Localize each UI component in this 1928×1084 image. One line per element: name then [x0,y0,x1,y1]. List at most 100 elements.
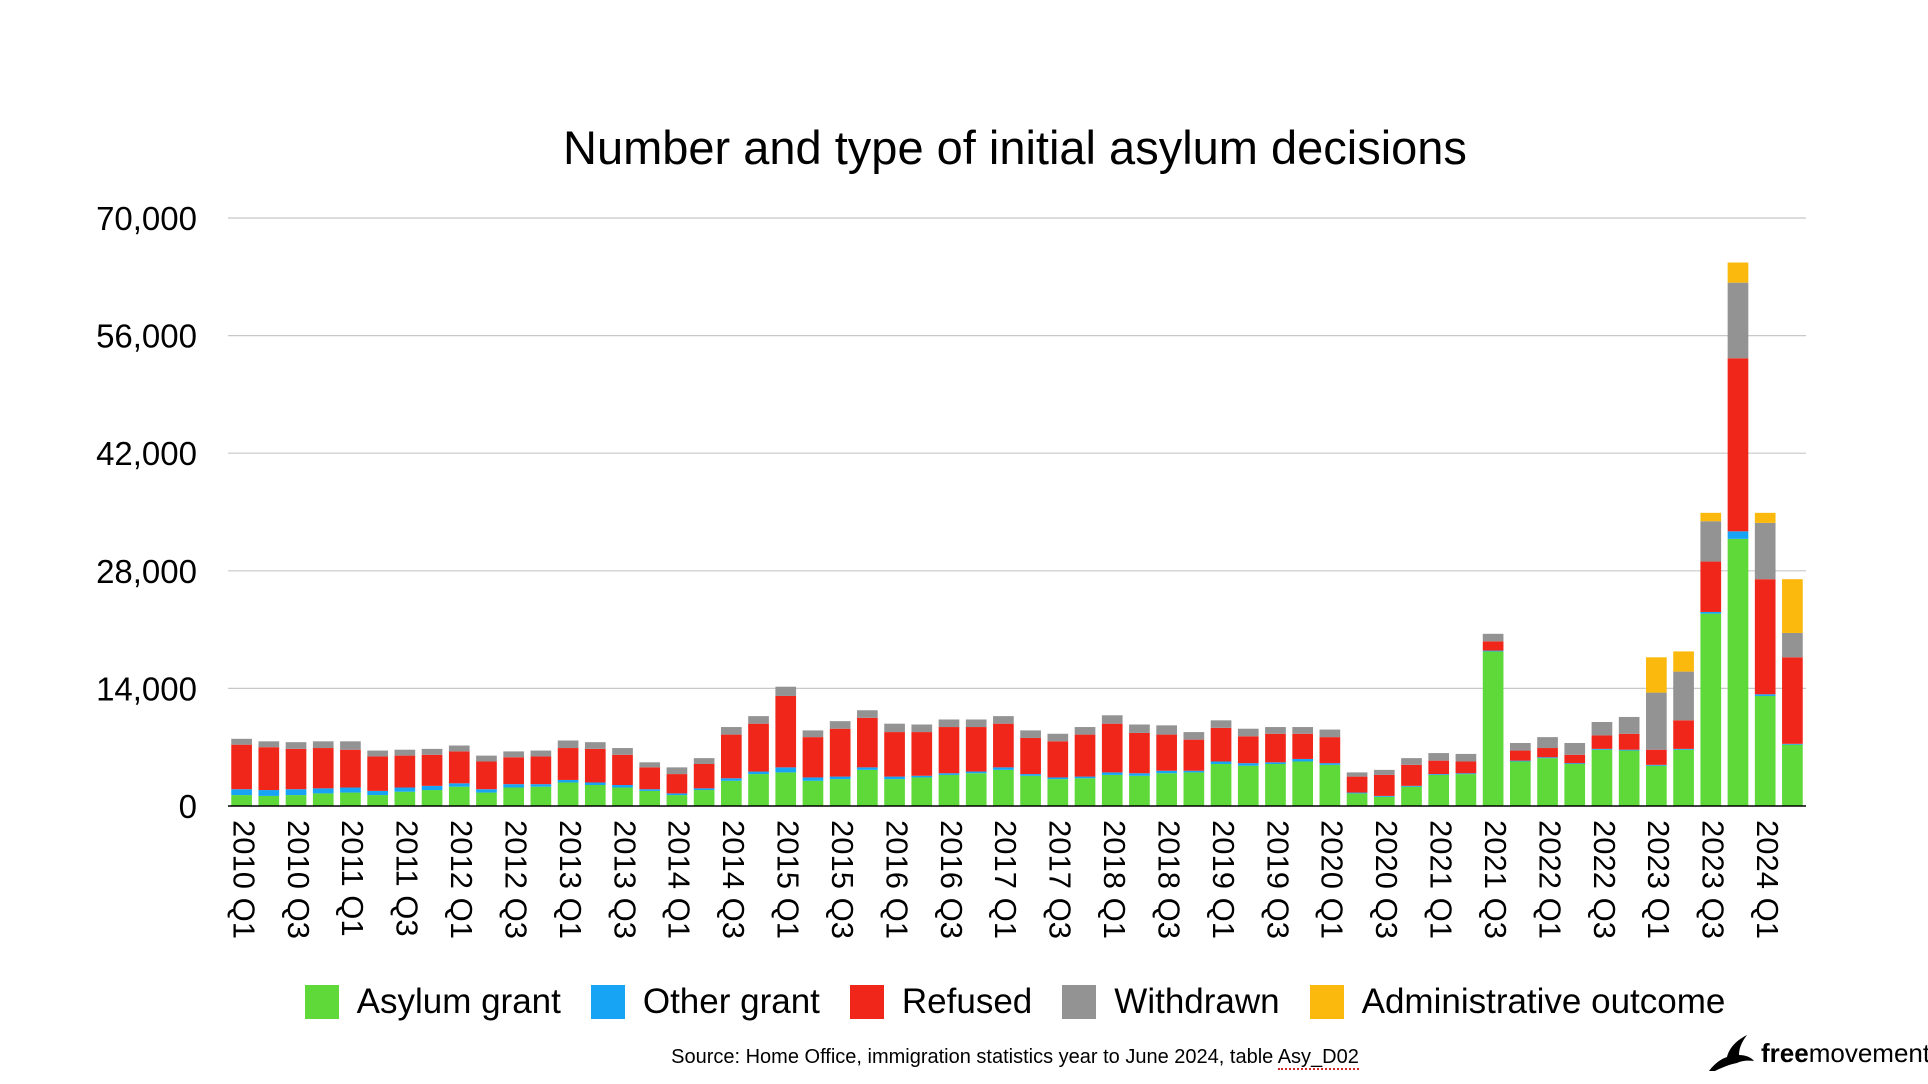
bar-segment-withdrawn [340,741,361,750]
bar-segment-other-grant [1591,748,1613,750]
bar-segment-refused [476,761,497,790]
bar-segment-refused [1156,734,1177,771]
x-tick-label: 2021 Q1 [1424,820,1459,939]
bar-segment-other-grant [312,788,334,794]
bar-segment-asylum-grant [1156,773,1177,806]
bar-segment-asylum-grant [231,795,252,806]
bar-segment-other-grant [965,771,987,774]
bar-segment-asylum-grant [1428,774,1450,806]
bar-segment-refused [1727,358,1749,532]
legend-label-refused: Refused [901,982,1033,1021]
bar-segment-other-grant [557,779,579,783]
x-tick-label: 2024 Q1 [1750,820,1785,939]
bar-segment-withdrawn [421,748,443,755]
bar-segment-other-grant [258,790,280,796]
bar-segment-other-grant [1782,743,1803,745]
bar-segment-asylum-grant [557,782,579,806]
bar-segment-refused [1101,723,1123,773]
bar-segment-withdrawn [1428,753,1450,761]
bar-segment-other-grant [1292,758,1314,762]
bar-segment-refused [1591,735,1613,749]
x-tick-label: 2014 Q1 [662,820,697,939]
bar-segment-refused [557,748,579,780]
source-note: Source: Home Office, immigration statist… [0,1046,1928,1070]
bar-segment-other-grant [693,788,715,791]
bar-segment-refused [1754,579,1776,695]
x-tick-label: 2020 Q3 [1369,820,1404,939]
bar-segment-other-grant [1101,772,1123,775]
bar-segment-asylum-grant [1754,695,1776,806]
x-tick-label: 2012 Q3 [498,820,533,939]
bar-segment-withdrawn [1700,521,1722,562]
bar-segment-withdrawn [448,745,470,752]
bar-segment-refused [530,756,552,785]
bar-segment-asylum-grant [1101,774,1123,806]
bar-segment-asylum-grant [938,774,960,806]
bar-segment-withdrawn [1618,716,1640,734]
bar-segment-other-grant [1537,757,1558,759]
bar-segment-withdrawn [394,749,416,756]
bar-segment-withdrawn [1183,732,1205,740]
bar-segment-refused [748,723,769,772]
bar-segment-withdrawn [965,719,987,728]
bar-segment-other-grant [340,787,361,793]
x-tick-label: 2022 Q1 [1532,820,1567,939]
bar-segment-asylum-grant [1074,778,1096,806]
bar-segment-refused [394,755,416,788]
bar-segment-asylum-grant [748,774,769,806]
legend-label-withdrawn: Withdrawn [1114,982,1280,1021]
bar-segment-asylum-grant [1129,775,1150,806]
x-tick-label: 2022 Q3 [1587,820,1622,939]
bar-segment-withdrawn [911,724,933,733]
bar-segment-withdrawn [1129,724,1150,733]
bar-segment-asylum-grant [367,795,388,806]
bar-segment-other-grant [1482,650,1504,652]
bar-segment-withdrawn [884,723,905,733]
bar-segment-withdrawn [802,730,824,738]
bar-segment-asylum-grant [312,793,334,806]
bar-segment-refused [993,723,1014,768]
bar-segment-asylum-grant [1237,765,1259,806]
bar-segment-withdrawn [1237,728,1259,737]
bar-segment-refused [1537,748,1558,758]
gridlines [228,217,1806,690]
y-tick-label: 42,000 [96,435,197,472]
bar-segment-withdrawn [1265,727,1286,734]
bar-segment-withdrawn [1509,743,1531,751]
bar-segment-withdrawn [312,741,334,749]
bar-segment-asylum-grant [394,791,416,806]
bar-segment-withdrawn [231,738,252,745]
bar-segment-refused [1346,776,1368,793]
bar-segment-other-grant [666,793,688,796]
chart-title: Number and type of initial asylum decisi… [563,121,1467,174]
legend-label-other-grant: Other grant [642,982,820,1021]
bar-segment-refused [1237,736,1259,764]
bar-segment-refused [775,695,797,768]
bar-segment-asylum-grant [802,780,824,806]
bar-segment-refused [938,727,960,774]
x-tick-label: 2012 Q1 [444,820,479,939]
bar-segment-withdrawn [1292,727,1314,734]
y-tick-label: 14,000 [96,670,197,707]
bar-segment-asylum-grant [1455,774,1477,806]
bar-segment-withdrawn [1564,743,1586,755]
bar-segment-withdrawn [557,740,579,749]
bar-segment-other-grant [639,789,661,791]
bar-segment-withdrawn [1101,715,1123,724]
bar-segment-withdrawn [639,762,661,768]
bar-segment-asylum-grant [1673,749,1694,806]
bar-segment-withdrawn [1319,729,1341,738]
bar-segment-other-grant [476,789,497,793]
bar-segment-refused [340,749,361,788]
bar-segment-withdrawn [666,767,688,775]
bar-segment-other-grant [530,784,552,787]
bar-segment-asylum-grant [340,792,361,806]
bar-segment-other-grant [1047,777,1069,780]
x-tick-label: 2013 Q3 [607,820,642,939]
bar-segment-other-grant [394,787,416,792]
bar-segment-asylum-grant [857,769,878,806]
legend-item-withdrawn: Withdrawn [1062,982,1280,1022]
bar-segment-asylum-grant [1373,796,1395,806]
bar-segment-asylum-grant [1700,613,1722,806]
bar-segment-withdrawn [1646,692,1667,750]
